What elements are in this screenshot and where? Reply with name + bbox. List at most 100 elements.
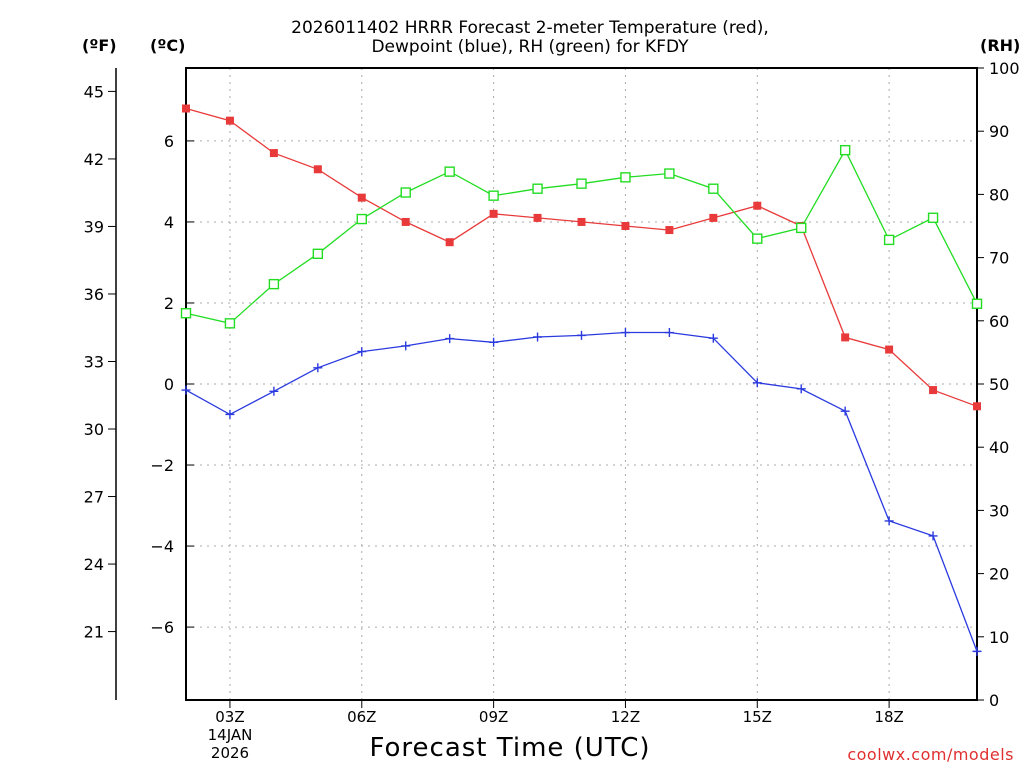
celsius-tick-label: 6	[164, 132, 174, 151]
temperature-series	[182, 104, 981, 411]
rh-tick-label: 100	[989, 59, 1020, 78]
date-label-year: 2026	[210, 744, 250, 762]
dewpoint-point	[796, 384, 806, 394]
x-tick-label: 18Z	[874, 708, 903, 726]
dewpoint-point	[401, 341, 411, 351]
x-tick-label: 15Z	[743, 708, 772, 726]
x-tick-label: 09Z	[479, 708, 508, 726]
temperature-point	[841, 333, 850, 342]
temperature-point	[621, 222, 630, 230]
temperature-point	[313, 165, 322, 174]
temperature-point	[533, 213, 542, 222]
rh-tick-label: 50	[989, 375, 1009, 394]
rh-tick-label: 80	[989, 185, 1009, 204]
celsius-tick-label: 0	[164, 375, 174, 394]
dewpoint-point	[928, 531, 938, 541]
fahrenheit-tick-label: 39	[84, 217, 104, 236]
rh-tick-label: 60	[989, 312, 1009, 331]
rh-point	[444, 166, 455, 177]
x-tick-label: 06Z	[347, 708, 376, 726]
temperature-point	[753, 201, 762, 210]
rh-point	[576, 178, 587, 189]
rh-tick-label: 90	[989, 122, 1009, 141]
temperature-point	[225, 116, 234, 125]
axis-ticks: 03Z 06Z 09Z 12Z 15Z 18Z6420−2−4−6454239363330…	[84, 59, 1020, 726]
temperature-line	[185, 107, 978, 407]
dewpoint-point	[445, 334, 455, 344]
dewpoint-point	[489, 337, 499, 347]
rh-point	[971, 298, 983, 309]
fahrenheit-tick-label: 24	[84, 555, 104, 574]
source-credit: coolwx.com/models	[847, 745, 1014, 764]
rh-point	[664, 168, 675, 179]
rh-point	[532, 183, 543, 194]
dewpoint-line	[185, 331, 978, 652]
temperature-point	[445, 238, 454, 247]
rh-point	[400, 187, 411, 198]
rh-point	[620, 172, 631, 183]
rh-point	[752, 233, 763, 244]
temperature-point	[489, 209, 498, 218]
temperature-point	[182, 104, 190, 113]
rh-tick-label: 70	[989, 249, 1009, 268]
temperature-point	[973, 402, 981, 411]
dewpoint-point	[664, 328, 674, 338]
rh-point	[356, 213, 367, 225]
rh-point	[488, 190, 499, 201]
temperature-point	[269, 149, 278, 158]
rh-point	[708, 183, 719, 194]
rh-point	[796, 222, 807, 234]
date-label-day: 14JAN	[207, 726, 253, 744]
rh-line	[185, 148, 978, 325]
temperature-point	[929, 386, 938, 395]
fahrenheit-unit-label: (ºF)	[82, 36, 117, 55]
fahrenheit-tick-label: 21	[84, 623, 104, 642]
rh-tick-label: 40	[989, 438, 1009, 457]
celsius-tick-label: 4	[164, 213, 174, 232]
dewpoint-point	[357, 347, 367, 357]
fahrenheit-tick-label: 45	[84, 82, 104, 101]
celsius-tick-label: −2	[150, 456, 174, 475]
rh-unit-label: (RH)	[980, 36, 1021, 55]
rh-tick-label: 10	[989, 628, 1009, 647]
dewpoint-point	[708, 333, 718, 343]
dewpoint-point	[752, 378, 762, 388]
chart-title-line-1: 2026011402 HRRR Forecast 2-meter Tempera…	[291, 18, 769, 38]
dewpoint-point	[840, 406, 850, 416]
rh-point	[839, 144, 851, 156]
rh-point	[927, 212, 939, 223]
temperature-point	[885, 345, 894, 354]
temperature-point	[709, 213, 718, 222]
rh-tick-label: 20	[989, 565, 1009, 584]
celsius-tick-label: 2	[164, 294, 174, 313]
temperature-point	[577, 217, 586, 226]
dewpoint-point	[225, 409, 235, 419]
dewpoint-series	[181, 328, 982, 656]
temperature-point	[357, 193, 366, 202]
chart-title-line-2: Dewpoint (blue), RH (green) for KFDY	[371, 37, 689, 57]
dewpoint-point	[884, 516, 894, 526]
dewpoint-point	[533, 332, 543, 342]
rh-series	[180, 144, 983, 329]
rh-point	[180, 308, 192, 319]
series-layer	[180, 104, 983, 656]
celsius-tick-label: −6	[150, 618, 174, 637]
celsius-unit-label: (ºC)	[150, 36, 186, 55]
x-tick-label: 12Z	[611, 708, 640, 726]
fahrenheit-tick-label: 36	[84, 285, 104, 304]
chart-grid	[186, 68, 977, 700]
rh-tick-label: 30	[989, 501, 1009, 520]
dewpoint-point	[181, 385, 191, 395]
dewpoint-point	[620, 328, 630, 338]
fahrenheit-tick-label: 33	[84, 352, 104, 371]
fahrenheit-tick-label: 42	[84, 150, 104, 169]
x-axis-title: Forecast Time (UTC)	[369, 733, 651, 763]
dewpoint-point	[269, 386, 279, 396]
rh-point	[224, 318, 236, 329]
temperature-point	[401, 217, 410, 226]
temperature-point	[665, 226, 674, 235]
rh-point	[312, 248, 324, 260]
dewpoint-point	[577, 330, 586, 340]
fahrenheit-tick-label: 27	[84, 488, 104, 507]
